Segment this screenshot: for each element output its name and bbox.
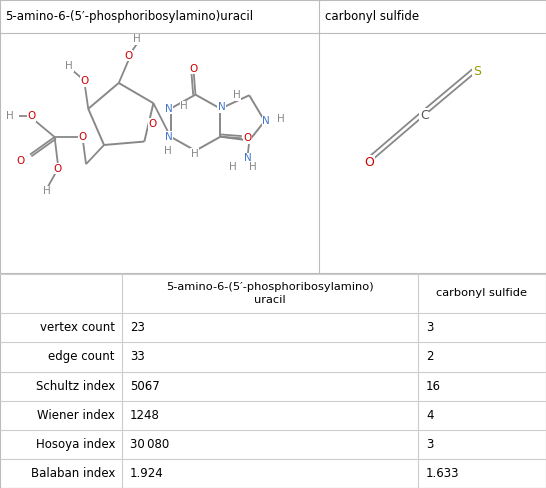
Text: 16: 16 bbox=[426, 380, 441, 392]
Text: O: O bbox=[124, 51, 133, 61]
Text: edge count: edge count bbox=[49, 350, 115, 364]
Text: 3: 3 bbox=[426, 438, 434, 451]
Text: H: H bbox=[66, 61, 73, 71]
Text: N: N bbox=[217, 102, 225, 112]
Text: H: H bbox=[180, 101, 188, 111]
Text: Schultz index: Schultz index bbox=[35, 380, 115, 392]
Text: O: O bbox=[364, 156, 374, 169]
Text: 5067: 5067 bbox=[130, 380, 160, 392]
Text: O: O bbox=[243, 133, 251, 143]
Text: O: O bbox=[54, 164, 62, 174]
Text: H: H bbox=[229, 162, 237, 172]
Text: H: H bbox=[7, 111, 14, 122]
Text: O: O bbox=[27, 111, 36, 122]
Text: S: S bbox=[473, 64, 481, 78]
Text: 1.633: 1.633 bbox=[426, 467, 460, 480]
Text: O: O bbox=[78, 132, 87, 142]
Text: N: N bbox=[244, 153, 252, 163]
Text: Hosoya index: Hosoya index bbox=[35, 438, 115, 451]
Text: 33: 33 bbox=[130, 350, 145, 364]
Text: N: N bbox=[165, 103, 173, 114]
Text: H: H bbox=[191, 149, 199, 159]
Text: H: H bbox=[133, 34, 141, 44]
Text: carbonyl sulfide: carbonyl sulfide bbox=[325, 10, 419, 23]
Text: 1.924: 1.924 bbox=[130, 467, 164, 480]
Text: vertex count: vertex count bbox=[40, 321, 115, 334]
Text: 23: 23 bbox=[130, 321, 145, 334]
Text: Balaban index: Balaban index bbox=[31, 467, 115, 480]
Text: 2: 2 bbox=[426, 350, 434, 364]
Text: H: H bbox=[164, 146, 172, 156]
Text: 5-amino-6-(5′-phosphoribosylamino)
uracil: 5-amino-6-(5′-phosphoribosylamino) uraci… bbox=[166, 282, 374, 305]
Text: N: N bbox=[165, 132, 173, 142]
Text: 30 080: 30 080 bbox=[130, 438, 169, 451]
Text: H: H bbox=[250, 162, 257, 172]
Text: N: N bbox=[263, 116, 270, 126]
Text: O: O bbox=[189, 63, 198, 74]
Text: O: O bbox=[148, 119, 156, 129]
Text: Wiener index: Wiener index bbox=[37, 409, 115, 422]
Text: O: O bbox=[81, 76, 89, 86]
Text: C: C bbox=[420, 109, 429, 122]
Text: 1248: 1248 bbox=[130, 409, 160, 422]
Text: carbonyl sulfide: carbonyl sulfide bbox=[436, 288, 527, 298]
Text: 3: 3 bbox=[426, 321, 434, 334]
Text: H: H bbox=[233, 90, 241, 100]
Text: O: O bbox=[17, 156, 25, 166]
Text: 4: 4 bbox=[426, 409, 434, 422]
Text: H: H bbox=[43, 186, 50, 196]
Text: 5-amino-6-(5′-phosphoribosylamino)uracil: 5-amino-6-(5′-phosphoribosylamino)uracil bbox=[5, 10, 253, 23]
Text: H: H bbox=[276, 115, 284, 124]
